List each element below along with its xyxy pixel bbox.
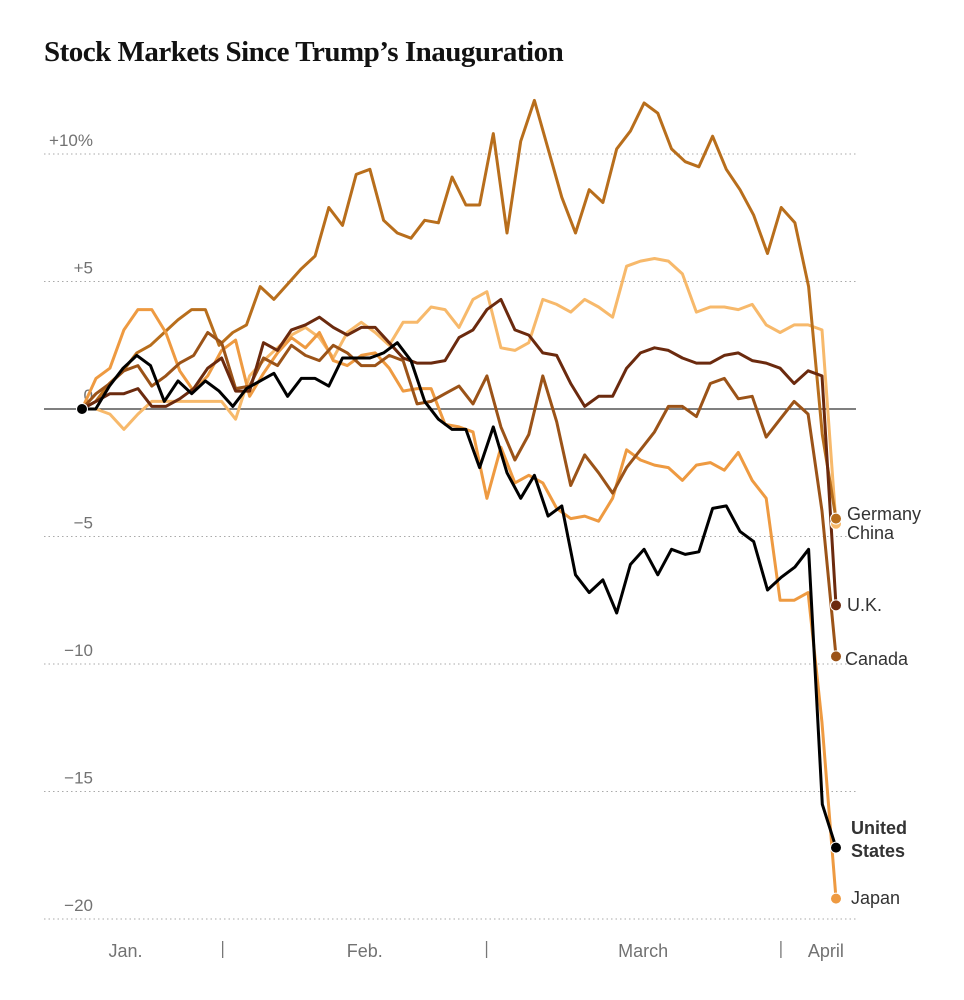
end-marker-u-k [830, 599, 842, 612]
gridlines [44, 153, 856, 920]
y-tick-label: −15 [64, 769, 93, 788]
end-marker-germany [830, 512, 842, 525]
series-line-china [82, 257, 838, 524]
series-line-germany [81, 98, 838, 519]
label-canada: Canada [845, 649, 909, 669]
series-line-canada [80, 331, 838, 657]
y-tick-label: −20 [64, 896, 93, 915]
y-tick-label: +5 [74, 259, 93, 278]
label-china: China [847, 523, 895, 543]
label-uk: U.K. [847, 595, 882, 615]
y-tick-label: −10 [64, 641, 93, 660]
series-line-u-k [81, 297, 838, 606]
label-japan: Japan [851, 888, 900, 908]
x-tick-label: April [808, 941, 844, 961]
y-tick-label: +10% [49, 131, 93, 150]
label-germany: Germany [847, 504, 921, 524]
x-tick-label: Jan. [108, 941, 142, 961]
series-labels: Germany China U.K. Canada United States … [845, 504, 921, 908]
x-tick-label: Feb. [347, 941, 383, 961]
series-line-united-states [82, 341, 838, 849]
end-marker-japan [830, 892, 842, 905]
end-marker-united-states [830, 841, 842, 854]
series-lines [80, 98, 838, 899]
start-marker [76, 403, 88, 415]
x-tick-label: March [618, 941, 668, 961]
series-end-markers [76, 403, 842, 905]
y-axis-ticks: +10%+50−5−10−15−20 [49, 131, 93, 915]
label-united-states-line1: United [851, 818, 907, 838]
series-line-japan [80, 308, 838, 899]
label-united-states-line2: States [851, 841, 905, 861]
x-axis-ticks: Jan. Feb. March April [108, 941, 844, 961]
y-tick-label: −5 [74, 514, 93, 533]
chart-title: Stock Markets Since Trump’s Inauguration [44, 36, 564, 68]
end-marker-canada [830, 650, 842, 663]
